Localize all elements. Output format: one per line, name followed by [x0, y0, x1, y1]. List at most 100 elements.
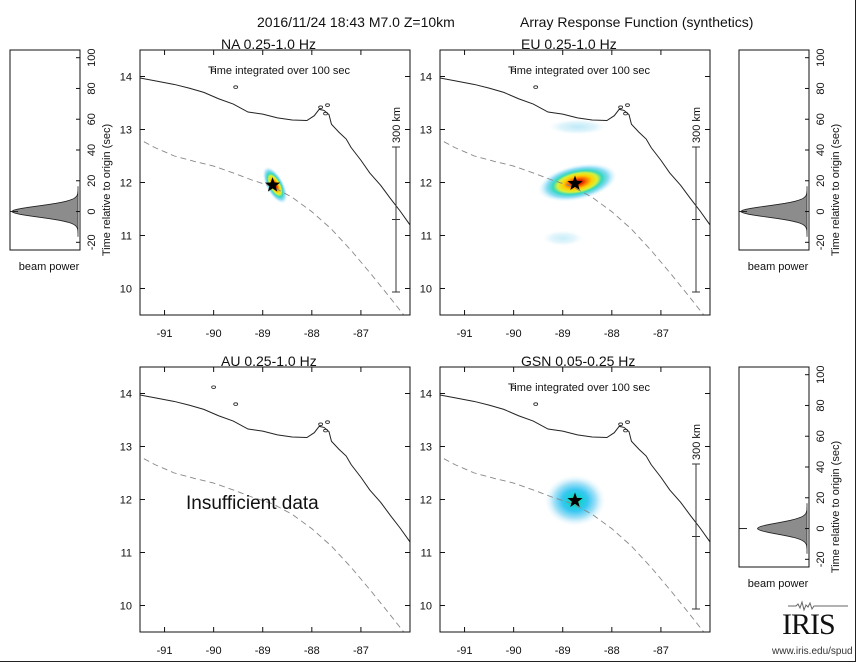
trench-line: [440, 139, 705, 315]
island-4: [325, 420, 330, 424]
y-tick-label: 11: [121, 231, 132, 243]
panel-subtitle: Time integrated over 100 sec: [508, 65, 651, 77]
figure-title: Array Response Function (synthetics): [520, 14, 753, 30]
y-tick-label: 14: [420, 389, 432, 401]
beam-power-curve: [757, 503, 808, 554]
island-1: [511, 68, 517, 72]
trench-line: [140, 139, 405, 315]
panel-title: AU 0.25-1.0 Hz: [221, 353, 317, 369]
x-tick-label: -91: [157, 328, 173, 340]
y-tick-label: 10: [420, 284, 432, 296]
island-5: [623, 428, 628, 433]
y-tick-label: 14: [120, 72, 132, 84]
x-tick-label: -90: [206, 328, 222, 340]
beam-y-tick-label: 80: [815, 82, 827, 94]
beam-y-tick-label: 80: [815, 399, 827, 411]
sidelobe-1: [548, 118, 607, 135]
map-panels: 300 km -91 -90 -89 -88 -87 10 11 12 13 14 NA 0.25-1…: [120, 36, 711, 657]
beam-y-tick-label: 80: [86, 82, 98, 94]
panel-title: NA 0.25-1.0 Hz: [221, 36, 316, 52]
beam-y-tick-label: 100: [815, 49, 827, 67]
beam-y-tick-label: 100: [815, 366, 827, 384]
beam-power-plot-eu: -20 0 20 40 60 80 100 Time relative to origin (…: [738, 49, 842, 273]
island-3: [318, 105, 324, 109]
distance-scale-bar: 300 km: [691, 107, 703, 293]
x-tick-label: -90: [206, 645, 222, 657]
trench-line: [140, 456, 405, 632]
beam-power-plot-na: -20 0 20 40 60 80 100 Time relative to origin (…: [9, 49, 113, 273]
coastline: [140, 77, 410, 226]
scale-bar-label: 300 km: [691, 424, 703, 460]
trench-line: [440, 456, 705, 632]
x-tick-label: -89: [255, 645, 271, 657]
distance-scale-bar: 300 km: [391, 107, 403, 293]
iris-logo[interactable]: IRIS www.iris.edu/spud: [768, 598, 856, 662]
island-4: [325, 103, 330, 107]
beam-y-tick-label: 100: [86, 49, 98, 67]
y-tick-label: 10: [120, 601, 132, 613]
beam-y-tick-label: 0: [815, 208, 827, 214]
panel-subtitle: Time integrated over 100 sec: [508, 382, 651, 394]
y-tick-label: 11: [121, 548, 132, 560]
island-4: [625, 420, 630, 424]
y-tick-label: 12: [120, 178, 132, 190]
panel-title: GSN 0.05-0.25 Hz: [521, 353, 635, 369]
scale-bar-label: 300 km: [691, 107, 703, 143]
x-tick-label: -87: [653, 328, 669, 340]
island-3: [618, 105, 624, 109]
beam-y-axis-label: Time relative to origin (sec): [830, 124, 842, 256]
distance-scale-bar: 300 km: [691, 424, 703, 610]
x-tick-label: -88: [604, 328, 620, 340]
x-tick-label: -88: [304, 328, 320, 340]
beam-power-curve: [740, 186, 808, 237]
island-1: [211, 385, 217, 389]
x-tick-label: -88: [304, 645, 320, 657]
map-plot-area: [440, 385, 710, 632]
y-tick-label: 13: [420, 125, 432, 137]
beam-y-axis-label: Time relative to origin (sec): [830, 441, 842, 573]
beam-y-tick-label: 60: [815, 113, 827, 125]
map-panel-eu: 300 km -91 -90 -89 -88 -87 10 11 12 13 14 EU 0.25-1…: [420, 36, 711, 340]
y-tick-label: 14: [420, 72, 432, 84]
y-tick-label: 13: [120, 442, 132, 454]
map-panel-au: -91 -90 -89 -88 -87 10 11 12 13 14 AU 0.25-1.0 Hz I…: [120, 353, 411, 657]
island-2: [533, 402, 539, 406]
x-tick-label: -89: [255, 328, 271, 340]
y-tick-label: 12: [420, 178, 432, 190]
island-2: [233, 85, 239, 89]
x-tick-label: -91: [157, 645, 173, 657]
island-5: [323, 111, 328, 116]
beam-x-axis-label: beam power: [748, 578, 809, 590]
beam-y-tick-label: 40: [815, 461, 827, 473]
event-header: 2016/11/24 18:43 M7.0 Z=10km: [257, 14, 455, 30]
beam-y-tick-label: 60: [86, 113, 98, 125]
x-tick-label: -91: [457, 645, 473, 657]
island-1: [511, 385, 517, 389]
island-1: [211, 68, 217, 72]
beam-y-tick-label: -20: [815, 551, 827, 567]
x-tick-label: -87: [353, 645, 369, 657]
map-panel-na: 300 km -91 -90 -89 -88 -87 10 11 12 13 14 NA 0.25-1…: [120, 36, 411, 340]
figure-border-bottom: [0, 661, 856, 662]
map-panel-gsn: 300 km -91 -90 -89 -88 -87 10 11 12 13 14 GSN 0.05-…: [420, 353, 711, 657]
logo-url[interactable]: www.iris.edu/spud: [772, 646, 853, 657]
epicenter-star-icon: [567, 175, 583, 191]
island-3: [318, 422, 324, 426]
y-tick-label: 14: [120, 389, 132, 401]
y-tick-label: 11: [421, 548, 432, 560]
coastline: [440, 394, 710, 543]
coastline: [140, 394, 410, 543]
beam-y-tick-label: 40: [86, 144, 98, 156]
y-tick-label: 12: [420, 495, 432, 507]
y-tick-label: 13: [120, 125, 132, 137]
beam-y-tick-label: -20: [815, 234, 827, 250]
insufficient-data-message: Insufficient data: [186, 493, 319, 514]
x-tick-label: -89: [555, 328, 571, 340]
beam-y-tick-label: 20: [815, 175, 827, 187]
beam-y-axis-label: Time relative to origin (sec): [101, 124, 113, 256]
x-tick-label: -91: [457, 328, 473, 340]
beam-power-curve: [11, 186, 79, 237]
map-plot-area: [440, 68, 710, 315]
sidelobe-2: [542, 230, 584, 247]
